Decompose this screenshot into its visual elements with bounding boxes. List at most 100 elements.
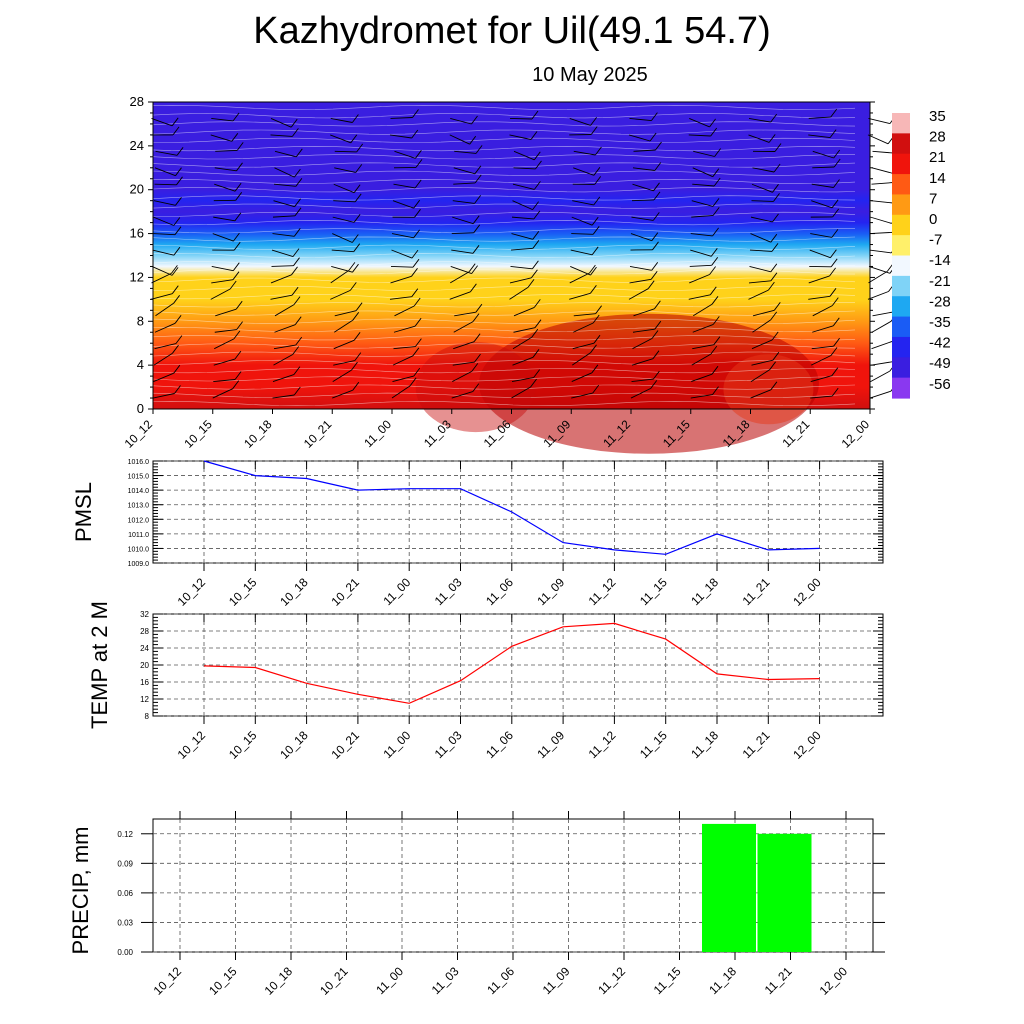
wind-barb — [752, 309, 775, 317]
wind-barb-flag — [413, 367, 421, 377]
wind-barb-flag — [172, 344, 179, 354]
wind-barb — [453, 341, 475, 350]
colorbar-swatch — [892, 133, 910, 155]
wind-barb — [692, 183, 715, 187]
wind-barb-flag — [650, 271, 658, 280]
colorbar-swatch — [892, 357, 910, 379]
wind-barb — [512, 336, 533, 350]
wind-barb — [152, 393, 175, 399]
y-axis-label: PRECIP, mm — [68, 827, 93, 955]
wind-barb-flag — [175, 335, 183, 344]
wind-barb — [809, 249, 831, 259]
wind-barb — [510, 247, 533, 251]
wind-barb-flag — [774, 143, 782, 152]
wind-barb — [330, 289, 351, 300]
wind-barb — [750, 369, 770, 382]
y-tick-label: 28 — [140, 627, 149, 636]
wind-barb — [155, 150, 178, 156]
wind-barb-flag — [712, 207, 720, 216]
x-tick-label: 12_00 — [790, 728, 824, 762]
wind-barb — [331, 266, 353, 273]
wind-barb — [451, 232, 474, 235]
wind-barb — [633, 308, 655, 317]
wind-barb — [454, 311, 476, 317]
wind-barb-flag — [475, 303, 483, 313]
wind-barb — [751, 200, 774, 202]
colorbar-swatch — [892, 377, 910, 399]
wind-barb-flag — [294, 207, 302, 217]
wind-barb-flag — [712, 316, 720, 325]
y-tick-label: 1015.0 — [128, 474, 150, 481]
x-tick-label: 11_09 — [534, 575, 567, 608]
x-tick-label: 11_18 — [706, 964, 739, 997]
wind-barb-flag — [710, 127, 718, 137]
wind-barb-flag — [711, 296, 719, 305]
colorbar-swatch — [892, 255, 910, 277]
wind-barb-flag — [534, 181, 541, 190]
wind-barb-flag — [351, 361, 358, 371]
x-tick-label: 11_06 — [483, 728, 516, 761]
wind-barb-flag — [415, 150, 422, 159]
wind-barb — [154, 167, 176, 177]
wind-barb — [452, 200, 475, 204]
wind-barb-flag — [595, 305, 602, 314]
colorbar-label: 28 — [929, 129, 946, 146]
wind-barb-flag — [171, 117, 179, 127]
wind-barb — [689, 264, 712, 267]
wind-barb — [389, 296, 412, 300]
wind-barb — [812, 166, 835, 169]
wind-barb-flag — [290, 118, 298, 128]
wind-barb — [689, 118, 710, 128]
wind-barb-flag — [174, 385, 181, 394]
wind-barb-flag — [472, 245, 480, 254]
colorbar-swatch — [892, 296, 910, 318]
wind-barb-flag — [833, 149, 841, 159]
wind-barb-flag — [354, 193, 362, 203]
wind-barb-flag — [534, 319, 542, 328]
x-tick-label: 11_21 — [762, 964, 795, 997]
y-tick-label: 24 — [130, 138, 144, 153]
wind-barb-flag — [293, 228, 301, 237]
wind-barb-flag — [709, 286, 717, 296]
wind-barb-flag — [710, 345, 718, 355]
wind-barb — [270, 274, 292, 284]
wind-barb-flag — [292, 346, 300, 355]
colorbar-swatch — [892, 113, 910, 134]
wind-barb-flag — [711, 365, 719, 375]
wind-barb — [214, 167, 237, 172]
wind-barb-flag — [235, 192, 243, 201]
y-tick-label: 0.06 — [117, 889, 133, 898]
wind-barb — [513, 327, 536, 333]
x-tick-label: 10_18 — [262, 964, 296, 998]
wind-barb — [330, 270, 350, 284]
wind-barb — [272, 233, 295, 237]
wind-barb — [393, 183, 416, 189]
wind-barb-flag — [295, 148, 303, 158]
wind-barb — [213, 358, 236, 366]
x-tick-label: 11_06 — [483, 575, 516, 608]
y-tick-label: 0.03 — [117, 918, 133, 927]
x-tick-label: 11_03 — [429, 964, 462, 997]
wind-barb-flag — [413, 297, 421, 307]
wind-barb-flag — [176, 176, 183, 186]
x-tick-label: 11_00 — [361, 417, 394, 450]
wind-barb-flag — [234, 182, 242, 192]
wind-barb-flag — [592, 384, 600, 394]
wind-barb — [151, 272, 172, 284]
wind-barb-flag — [531, 328, 539, 338]
wind-barb — [692, 344, 714, 350]
wind-barb-flag — [473, 333, 481, 342]
y-tick-label: 0.00 — [117, 948, 133, 957]
wind-barb — [691, 214, 714, 218]
wind-barb-flag — [770, 381, 778, 391]
wind-barb — [332, 233, 353, 243]
wind-barb — [212, 233, 234, 242]
wind-barb — [690, 394, 713, 399]
wind-barb-flag — [233, 241, 241, 251]
wind-barb — [334, 167, 356, 173]
wind-barb-flag — [647, 280, 655, 289]
colorbar-label: -42 — [929, 335, 951, 352]
wind-barb-flag — [414, 179, 422, 189]
wind-barb — [573, 167, 595, 176]
wind-barb — [629, 266, 652, 271]
